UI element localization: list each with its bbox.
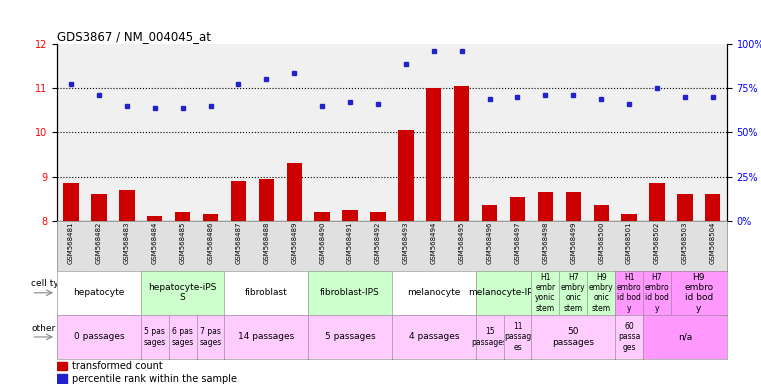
Text: GDS3867 / NM_004045_at: GDS3867 / NM_004045_at xyxy=(57,30,211,43)
Text: 60
passa
ges: 60 passa ges xyxy=(618,322,640,352)
Text: fibroblast-IPS: fibroblast-IPS xyxy=(320,288,380,297)
Bar xyxy=(510,197,525,221)
Text: GSM568484: GSM568484 xyxy=(151,222,158,264)
Text: GSM568486: GSM568486 xyxy=(208,222,214,264)
Text: 7 pas
sages: 7 pas sages xyxy=(199,327,221,347)
Bar xyxy=(398,130,413,221)
Text: GSM568487: GSM568487 xyxy=(235,222,241,264)
Text: GSM568494: GSM568494 xyxy=(431,222,437,264)
Text: GSM568489: GSM568489 xyxy=(291,222,298,264)
Text: 5 pas
sages: 5 pas sages xyxy=(144,327,166,347)
Bar xyxy=(622,214,637,221)
Text: GSM568501: GSM568501 xyxy=(626,222,632,264)
Text: other: other xyxy=(31,324,56,333)
Text: GSM568500: GSM568500 xyxy=(598,222,604,264)
Text: 11
passag
es: 11 passag es xyxy=(504,322,531,352)
Text: GSM568491: GSM568491 xyxy=(347,222,353,264)
Text: GSM568496: GSM568496 xyxy=(486,222,492,264)
Text: GSM568495: GSM568495 xyxy=(459,222,465,264)
Text: GSM568497: GSM568497 xyxy=(514,222,521,264)
Bar xyxy=(119,190,135,221)
Text: melanocyte: melanocyte xyxy=(407,288,460,297)
Bar xyxy=(594,205,609,221)
Text: 14 passages: 14 passages xyxy=(238,333,295,341)
Text: H7
embry
onic
stem: H7 embry onic stem xyxy=(561,273,586,313)
Text: 0 passages: 0 passages xyxy=(74,333,124,341)
Bar xyxy=(649,183,664,221)
Text: GSM568490: GSM568490 xyxy=(319,222,325,264)
Bar xyxy=(57,374,67,383)
Text: percentile rank within the sample: percentile rank within the sample xyxy=(72,374,237,384)
Bar xyxy=(231,181,246,221)
Text: GSM568503: GSM568503 xyxy=(682,222,688,264)
Bar xyxy=(203,214,218,221)
Text: hepatocyte-iPS
S: hepatocyte-iPS S xyxy=(148,283,217,303)
Text: 4 passages: 4 passages xyxy=(409,333,459,341)
Text: GSM568498: GSM568498 xyxy=(543,222,549,264)
Text: 5 passages: 5 passages xyxy=(325,333,375,341)
Text: n/a: n/a xyxy=(678,333,692,341)
Bar xyxy=(63,183,78,221)
Text: GSM568499: GSM568499 xyxy=(570,222,576,264)
Text: GSM568504: GSM568504 xyxy=(710,222,716,264)
Text: cell type: cell type xyxy=(31,280,71,288)
Bar xyxy=(538,192,553,221)
Text: H9
embro
id bod
y: H9 embro id bod y xyxy=(684,273,713,313)
Bar xyxy=(91,194,107,221)
Bar xyxy=(287,164,302,221)
Bar xyxy=(677,194,693,221)
Text: 50
passages: 50 passages xyxy=(552,327,594,347)
Bar xyxy=(147,217,162,221)
Bar xyxy=(175,212,190,221)
Text: GSM568485: GSM568485 xyxy=(180,222,186,264)
Text: H1
embr
yonic
stem: H1 embr yonic stem xyxy=(535,273,556,313)
Bar xyxy=(454,86,470,221)
Text: GSM568482: GSM568482 xyxy=(96,222,102,264)
Text: H7
embro
id bod
y: H7 embro id bod y xyxy=(645,273,670,313)
Text: GSM568492: GSM568492 xyxy=(375,222,381,264)
Bar xyxy=(371,212,386,221)
Bar xyxy=(259,179,274,221)
Text: GSM568488: GSM568488 xyxy=(263,222,269,264)
Text: GSM568481: GSM568481 xyxy=(68,222,74,264)
Text: 6 pas
sages: 6 pas sages xyxy=(171,327,194,347)
Text: GSM568502: GSM568502 xyxy=(654,222,660,264)
Text: 15
passages: 15 passages xyxy=(472,327,508,347)
Text: H9
embry
onic
stem: H9 embry onic stem xyxy=(589,273,613,313)
Bar xyxy=(342,210,358,221)
Bar xyxy=(426,88,441,221)
Text: hepatocyte: hepatocyte xyxy=(73,288,125,297)
Bar xyxy=(314,212,330,221)
Text: transformed count: transformed count xyxy=(72,361,163,371)
Text: GSM568483: GSM568483 xyxy=(124,222,130,264)
Text: melanocyte-IPS: melanocyte-IPS xyxy=(468,288,539,297)
Bar xyxy=(705,194,721,221)
Bar xyxy=(565,192,581,221)
Text: fibroblast: fibroblast xyxy=(245,288,288,297)
Bar xyxy=(57,362,67,370)
Text: GSM568493: GSM568493 xyxy=(403,222,409,264)
Bar xyxy=(482,205,497,221)
Text: H1
embro
id bod
y: H1 embro id bod y xyxy=(616,273,642,313)
